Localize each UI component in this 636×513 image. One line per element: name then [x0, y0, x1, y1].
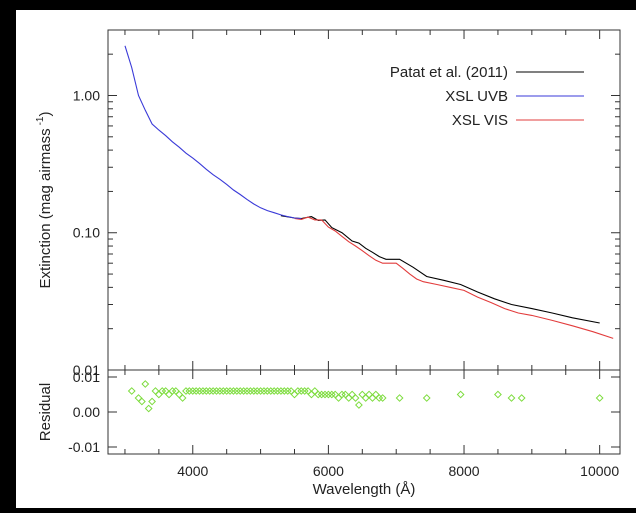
residual-point — [222, 387, 231, 395]
residual-point — [260, 387, 268, 395]
residual-point — [138, 397, 146, 406]
residual-point — [266, 387, 275, 395]
residual-point — [256, 387, 265, 395]
series-line-xsl-uvb — [124, 45, 302, 220]
residual-point — [141, 380, 150, 388]
x-tick-label: 8000 — [448, 463, 479, 479]
residual-point — [361, 394, 370, 402]
residual-point — [456, 390, 465, 399]
residual-point — [253, 387, 262, 395]
y-axis-title: Extinction (mag airmass-1) — [35, 112, 54, 289]
residual-point — [297, 387, 306, 395]
residual-point — [375, 394, 384, 402]
residual-point — [290, 390, 299, 399]
residual-y-tick-label: 0.01 — [73, 369, 100, 385]
residual-point — [368, 394, 377, 402]
residual-point — [494, 390, 502, 399]
residual-point — [232, 387, 241, 395]
residual-point — [371, 390, 380, 399]
y-tick-label: 0.01 — [73, 362, 100, 378]
residual-point — [595, 394, 604, 402]
residual-point — [351, 394, 360, 402]
residual-point — [209, 387, 218, 395]
residual-point — [249, 387, 258, 395]
legend-label: XSL UVB — [445, 88, 508, 105]
residual-point — [348, 390, 357, 399]
residual-point — [192, 387, 201, 395]
residual-point — [334, 394, 343, 402]
extinction-chart: 0.01 0.10 1.00 4000 6000 8000 10000 -0.01 0.00 0.… — [35, 29, 621, 498]
residual-point — [307, 390, 316, 399]
residual-point — [158, 387, 167, 395]
residual-point — [321, 390, 329, 399]
residual-point — [151, 387, 160, 395]
residual-point — [270, 387, 279, 395]
residual-point — [148, 397, 156, 406]
residual-point — [175, 390, 184, 399]
residual-point — [395, 394, 404, 402]
y-tick-label: 0.10 — [73, 225, 100, 241]
residual-point — [127, 387, 136, 395]
residual-y-tick-label: -0.01 — [68, 439, 100, 455]
residual-point — [144, 404, 153, 413]
residual-point — [422, 394, 431, 402]
residual-point — [195, 387, 204, 395]
x-tick-label: 10000 — [580, 463, 619, 479]
residual-point — [517, 394, 526, 402]
x-axis-title: Wavelength (Å) — [313, 481, 416, 498]
y-tick-label: 1.00 — [73, 87, 100, 103]
residual-point — [239, 387, 248, 395]
x-tick-label: 4000 — [177, 463, 208, 479]
main-panel-frame — [107, 29, 621, 371]
residual-point — [168, 387, 177, 395]
residual-point — [229, 387, 238, 395]
residual-point — [310, 387, 319, 395]
residual-point — [226, 387, 234, 395]
residual-y-tick-label: 0.00 — [73, 404, 100, 420]
residual-point — [317, 390, 326, 399]
residual-point — [199, 387, 207, 395]
residual-point — [205, 387, 214, 395]
residual-point — [178, 394, 187, 402]
residual-point — [243, 387, 251, 395]
series-line-patat — [280, 215, 600, 324]
residual-point — [277, 387, 285, 395]
legend-label: Patat et al. (2011) — [390, 64, 508, 81]
figure: 0.01 0.10 1.00 4000 6000 8000 10000 -0.01 0.00 0.… — [16, 10, 636, 508]
residual-point — [185, 387, 194, 395]
x-tick-label: 6000 — [313, 463, 344, 479]
residual-point — [344, 394, 353, 402]
residual-point — [202, 387, 211, 395]
residual-point — [215, 387, 224, 395]
residual-point — [338, 390, 346, 399]
residual-axis-title: Residual — [37, 383, 54, 441]
residual-point — [293, 387, 302, 395]
residual-point — [212, 387, 221, 395]
residual-point — [246, 387, 255, 395]
residual-point — [327, 390, 336, 399]
residual-point — [154, 390, 163, 399]
residual-point — [378, 394, 387, 402]
residual-panel-frame — [107, 369, 621, 455]
residual-point — [280, 387, 289, 395]
residual-point — [365, 390, 373, 399]
residual-point — [188, 387, 197, 395]
residual-point — [236, 387, 245, 395]
residual-point — [300, 387, 309, 395]
series-line-xsl-vis — [294, 216, 614, 339]
residual-point — [324, 390, 333, 399]
residual-point — [263, 387, 272, 395]
residual-point — [165, 390, 173, 399]
residual-point — [182, 387, 190, 395]
residual-point — [219, 387, 228, 395]
residual-point — [314, 390, 323, 399]
residual-point — [273, 387, 282, 395]
residual-point — [134, 394, 143, 402]
residual-point — [507, 394, 516, 402]
residual-point — [358, 390, 367, 399]
residual-point — [355, 401, 363, 409]
residual-point — [283, 387, 292, 395]
legend-label: XSL VIS — [452, 112, 508, 129]
